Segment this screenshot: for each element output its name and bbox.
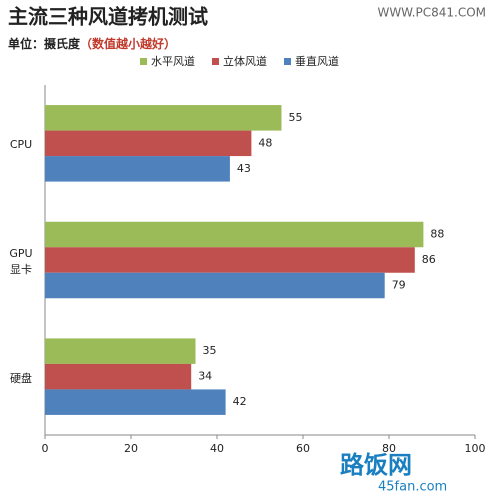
watermark: 45fan.com <box>378 480 447 495</box>
legend-swatch <box>140 58 147 65</box>
bar <box>45 156 230 182</box>
bar <box>45 105 282 131</box>
bar <box>45 247 415 273</box>
subtitle: 单位：摄氏度（数值越小越好） <box>8 36 176 51</box>
x-tick-label: 40 <box>210 442 224 455</box>
value-label: 88 <box>430 228 444 241</box>
x-tick-label: 80 <box>382 442 396 455</box>
bar <box>45 338 196 364</box>
bar <box>45 389 226 415</box>
bar <box>45 221 424 248</box>
legend-label: 垂直风道 <box>295 54 339 68</box>
subtitle-note: （数值越小越好） <box>80 36 176 51</box>
bar <box>45 363 192 390</box>
value-label: 48 <box>258 136 272 149</box>
value-label: 35 <box>203 344 217 357</box>
legend-label: 立体风道 <box>223 54 267 68</box>
value-label: 43 <box>237 162 251 175</box>
legend-swatch <box>284 58 291 65</box>
y-tick-label: 硬盘 <box>10 371 32 385</box>
value-label: 86 <box>422 253 436 266</box>
source: WWW.PC841.COM <box>377 6 486 20</box>
value-label: 34 <box>198 370 212 383</box>
bar <box>45 130 252 157</box>
subtitle-text: 单位：摄氏度 <box>8 36 81 51</box>
x-tick-label: 0 <box>42 442 49 455</box>
watermark: 路饭网 <box>340 451 412 479</box>
x-tick-label: 100 <box>465 442 486 455</box>
value-label: 55 <box>289 111 303 124</box>
legend-label: 水平风道 <box>151 54 195 68</box>
value-label: 79 <box>392 279 406 292</box>
chart-title: 主流三种风道拷机测试 <box>8 5 208 29</box>
value-label: 42 <box>233 395 247 408</box>
y-tick-label: GPU 显卡 <box>9 247 33 276</box>
x-tick-label: 60 <box>296 442 310 455</box>
y-tick-label: CPU <box>9 138 33 152</box>
bar <box>45 272 385 299</box>
x-tick-label: 20 <box>124 442 138 455</box>
legend-swatch <box>212 58 219 65</box>
